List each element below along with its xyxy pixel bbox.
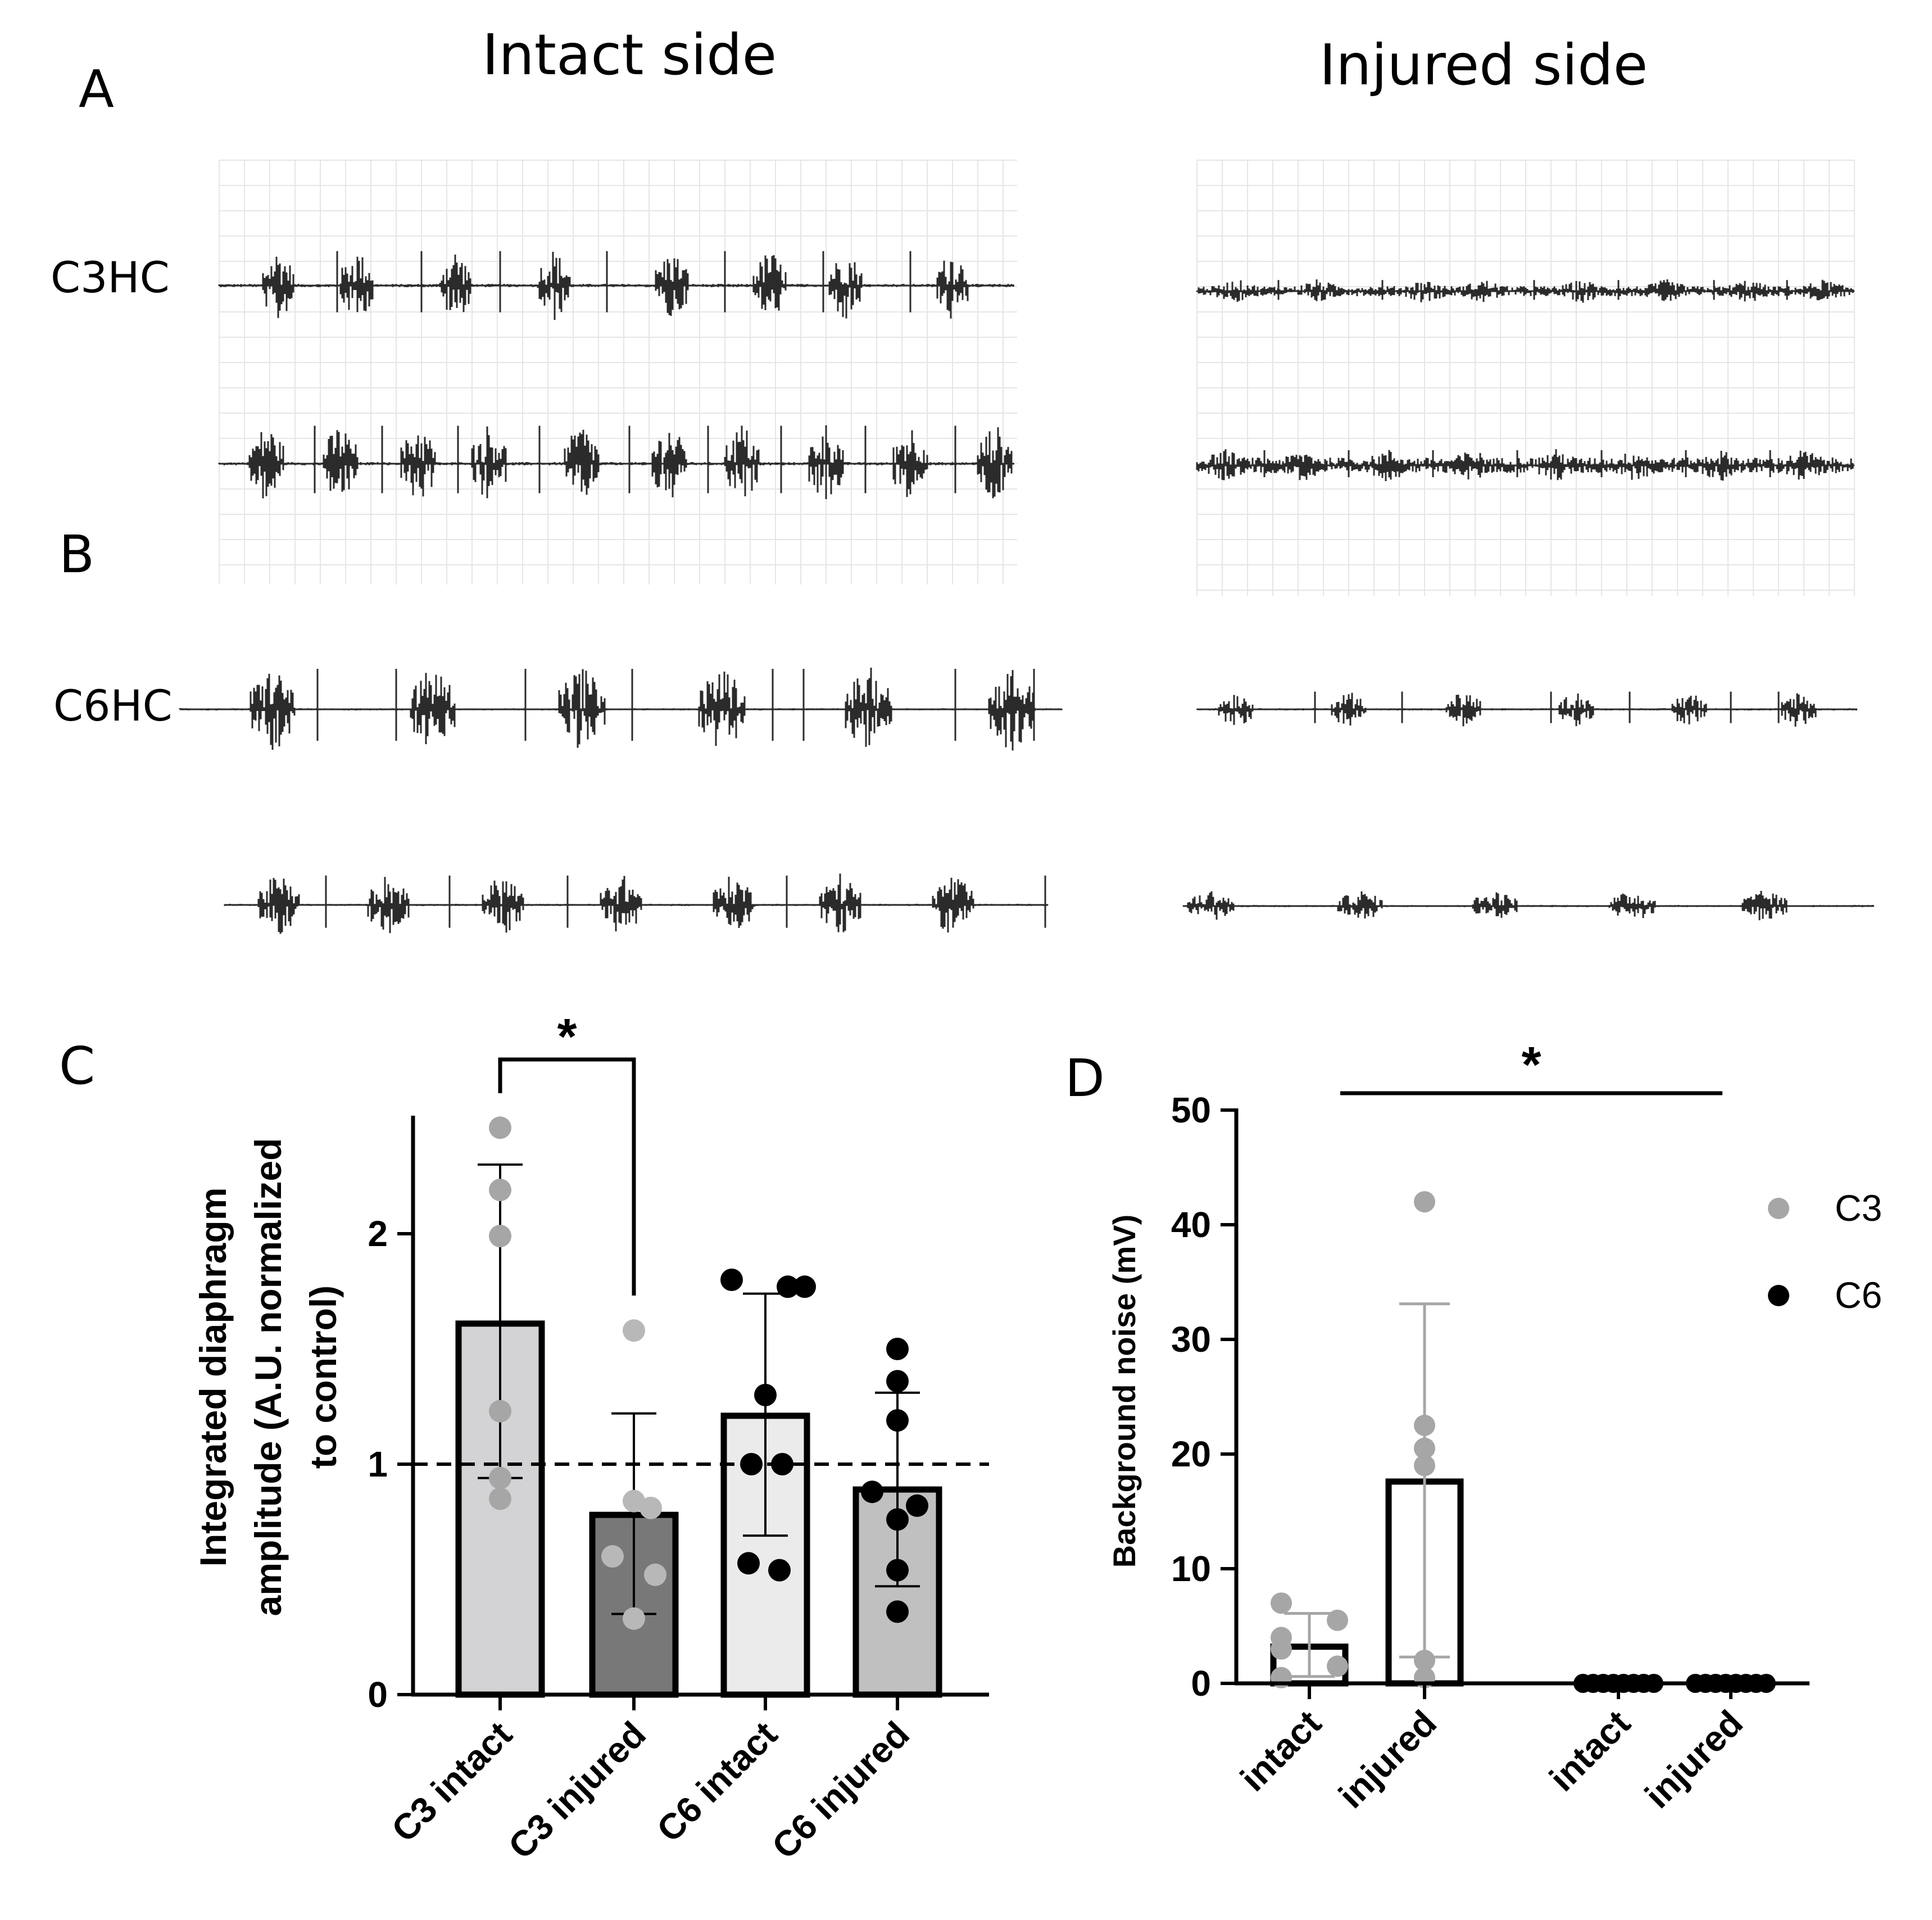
point-0-4 (489, 1466, 511, 1489)
legend-label-c3: C3 (1835, 1187, 1882, 1229)
panel-label-c: C (59, 1036, 95, 1096)
panel-c-ylabel-line-1: Integrated diaphragm (192, 1188, 234, 1567)
legend-marker-c6 (1768, 1285, 1789, 1306)
point-1-4 (644, 1563, 666, 1586)
panel-c-ytick-label-1: 1 (368, 1444, 388, 1484)
panel-c-ytick-label-0: 0 (368, 1674, 388, 1715)
panel-d-xtick-label-2: intact (1541, 1702, 1638, 1799)
panel-c-xtick-label-3: C6 injured (764, 1714, 917, 1867)
panel-d-ytick-label-30: 30 (1171, 1319, 1211, 1360)
point-2-3 (754, 1384, 777, 1406)
row-label-c6hc: C6HC (53, 681, 173, 731)
point-d-1-1 (1414, 1415, 1435, 1436)
point-3-2 (886, 1409, 909, 1432)
point-d-1-2 (1414, 1437, 1435, 1459)
point-0-3 (489, 1400, 511, 1423)
legend-marker-c3 (1768, 1198, 1789, 1219)
trace-grid-injured (1196, 160, 1855, 596)
panel-d-xtick-label-0: intact (1232, 1702, 1329, 1799)
point-3-5 (886, 1508, 909, 1531)
point-d-1-0 (1414, 1191, 1435, 1213)
point-0-0 (489, 1116, 511, 1139)
point-2-7 (768, 1559, 791, 1582)
emg-traces (179, 160, 1874, 934)
panel-label-b: B (59, 524, 94, 585)
point-0-5 (489, 1487, 511, 1510)
panel-label-a: A (79, 59, 114, 119)
panel-d-y-axis-label: Background noise (mV) (1106, 1215, 1142, 1568)
point-d-0-4 (1327, 1655, 1348, 1677)
trace-c6-injured-2 (1182, 891, 1874, 921)
trace-c6-injured-1 (1196, 691, 1857, 727)
trace-c3-injured-1 (1196, 279, 1854, 303)
point-2-6 (737, 1552, 760, 1575)
point-d-1-3 (1414, 1455, 1435, 1477)
point-2-0 (720, 1269, 743, 1291)
panel-c-xtick-label-0: C3 intact (384, 1714, 520, 1850)
point-d-1-4 (1414, 1650, 1435, 1672)
point-1-1 (623, 1489, 645, 1513)
point-1-5 (623, 1607, 645, 1630)
point-3-4 (906, 1494, 928, 1517)
panel-d-significance-star: * (1521, 1037, 1541, 1093)
legend-label-c6: C6 (1835, 1274, 1882, 1316)
point-3-0 (886, 1338, 909, 1360)
point-1-2 (640, 1496, 662, 1519)
trace-c3-injured-2 (1196, 449, 1854, 481)
panel-c-y-axis-label: Integrated diaphragm amplitude (A.U. nor… (192, 1138, 344, 1616)
significance-bracket (498, 1057, 636, 1296)
point-3-7 (886, 1600, 909, 1623)
error-bar-d-0 (1284, 1612, 1335, 1678)
panel-d-ytick-label-20: 20 (1171, 1434, 1211, 1474)
panel-d-xtick-label-3: injured (1637, 1702, 1750, 1816)
point-0-1 (489, 1179, 511, 1202)
panel-d-xtick-label-1: injured (1331, 1702, 1444, 1816)
panel-d-ytick-label-50: 50 (1171, 1090, 1211, 1130)
point-3-1 (886, 1370, 909, 1393)
point-1-3 (601, 1545, 624, 1568)
point-3-3 (861, 1480, 883, 1504)
point-0-2 (489, 1225, 511, 1248)
trace-grid-intact (219, 160, 1017, 585)
panel-c-ylabel-line-3: to control) (302, 1285, 344, 1469)
header-injured-side: Injured side (1319, 32, 1648, 98)
point-d-0-0 (1271, 1592, 1292, 1614)
panel-label-d: D (1065, 1048, 1105, 1108)
panel-d-ytick-label-10: 10 (1171, 1548, 1211, 1589)
legend-item-c3: C3 (1768, 1187, 1882, 1229)
trace-c6-intact-1 (179, 667, 1063, 751)
header-intact-side: Intact side (482, 22, 777, 88)
significance-star: * (557, 1009, 577, 1065)
panel-c-ytick-label-2: 2 (368, 1213, 388, 1254)
point-2-2 (793, 1275, 816, 1298)
point-2-1 (777, 1275, 799, 1298)
trace-c6-intact-2 (224, 873, 1049, 934)
point-2-5 (771, 1453, 793, 1475)
panel-d-ytick-label-0: 0 (1191, 1663, 1211, 1704)
row-label-c3hc: C3HC (51, 252, 170, 302)
panel-d-ytick-label-40: 40 (1171, 1204, 1211, 1245)
panel-c-xtick-label-1: C3 injured (501, 1714, 654, 1867)
point-d-0-1 (1327, 1609, 1348, 1631)
panel-c-xtick-label-2: C6 intact (649, 1714, 785, 1850)
trace-c3-intact-1 (218, 251, 1014, 320)
panel-c-ylabel-line-2: amplitude (A.U. normalized (247, 1138, 289, 1616)
point-3-6 (886, 1559, 909, 1582)
trace-c3-intact-2 (218, 425, 1014, 499)
point-d-0-3 (1271, 1638, 1292, 1660)
point-1-0 (623, 1319, 645, 1342)
legend-item-c6: C6 (1768, 1274, 1882, 1316)
panel-c-chart: Integrated diaphragm amplitude (A.U. nor… (192, 1009, 989, 1867)
point-2-4 (740, 1453, 763, 1475)
